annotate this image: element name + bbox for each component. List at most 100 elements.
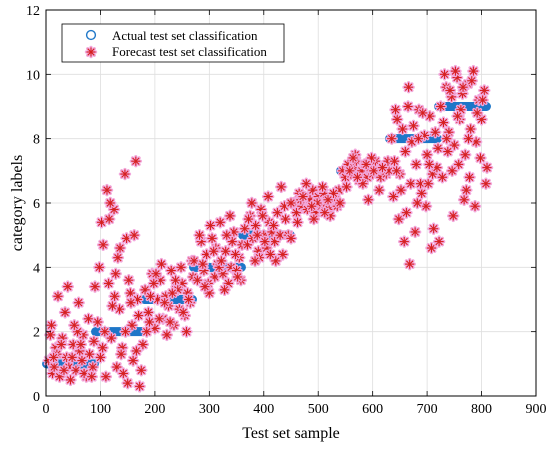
forecast-point <box>467 64 480 78</box>
forecast-point <box>434 100 447 113</box>
forecast-point <box>400 206 413 219</box>
forecast-point <box>307 212 321 226</box>
forecast-point <box>166 286 179 300</box>
forecast-point <box>102 277 115 290</box>
forecast-point <box>248 254 262 268</box>
forecast-point <box>100 183 114 197</box>
forecast-point <box>300 177 313 190</box>
forecast-point <box>402 80 415 94</box>
axis-ticks: 0 100 200 300 400 500 600 700 800 900 0 2 4 6 8 10 12 <box>26 4 547 417</box>
forecast-point <box>264 248 277 261</box>
forecast-point <box>479 177 493 190</box>
forecast-point <box>423 158 436 171</box>
forecast-point <box>305 200 318 213</box>
y-axis-title: category labels <box>9 155 26 251</box>
forecast-point <box>419 200 433 213</box>
forecast-point <box>411 196 424 210</box>
forecast-point <box>129 154 143 168</box>
legend-label-forecast: Forecast test set classification <box>112 44 267 59</box>
forecast-point <box>96 238 110 252</box>
forecast-point <box>96 341 109 354</box>
forecast-point <box>144 290 157 303</box>
forecast-point <box>351 171 364 184</box>
forecast-point <box>403 257 416 271</box>
y-tick-label: 12 <box>26 4 40 19</box>
forecast-point <box>219 245 232 258</box>
forecast-point <box>174 261 188 274</box>
forecast-point <box>340 180 353 194</box>
forecast-point <box>365 151 378 165</box>
forecast-point <box>98 325 112 338</box>
forecast-point <box>390 164 403 178</box>
forecast-point <box>258 235 272 248</box>
forecast-point <box>392 212 405 226</box>
forecast-point <box>415 187 428 200</box>
forecast-point <box>75 354 89 367</box>
x-tick-label: 600 <box>362 402 383 417</box>
legend-box <box>61 23 285 63</box>
forecast-point <box>180 325 193 338</box>
forecast-point <box>438 68 451 81</box>
x-tick-label: 500 <box>308 402 329 417</box>
forecast-point <box>389 103 402 116</box>
forecast-point <box>91 315 104 329</box>
forecast-point <box>114 347 128 361</box>
forecast-point <box>87 335 101 348</box>
forecast-point <box>374 171 388 184</box>
forecast-point <box>177 306 190 319</box>
forecast-point <box>422 177 435 190</box>
forecast-point <box>245 196 258 210</box>
legend-marker-forecast <box>84 45 98 59</box>
forecast-point <box>111 251 125 264</box>
forecast-series <box>42 64 494 393</box>
forecast-point <box>68 319 81 332</box>
forecast-point <box>436 171 449 184</box>
forecast-point <box>437 116 450 129</box>
forecast-point <box>279 212 292 226</box>
forecast-point <box>88 280 102 293</box>
legend-label-actual: Actual test set classification <box>112 28 258 43</box>
forecast-point <box>238 222 251 235</box>
x-axis-title: Test set sample <box>242 425 340 442</box>
forecast-point <box>72 296 85 309</box>
forecast-point <box>86 360 100 374</box>
forecast-point <box>427 222 440 235</box>
forecast-point <box>431 142 445 155</box>
forecast-point <box>359 158 373 171</box>
forecast-point <box>223 209 237 223</box>
forecast-point <box>130 344 143 358</box>
forecast-point <box>429 126 442 139</box>
forecast-point <box>440 132 453 145</box>
forecast-point <box>408 225 422 239</box>
forecast-point <box>208 270 221 284</box>
forecast-point <box>124 286 137 300</box>
forecast-point <box>251 228 264 242</box>
forecast-point <box>165 264 178 277</box>
forecast-point <box>457 193 471 206</box>
forecast-point <box>122 274 135 287</box>
forecast-point <box>261 190 275 203</box>
forecast-point <box>404 177 417 190</box>
x-tick-label: 0 <box>43 402 50 417</box>
forecast-point <box>99 370 113 383</box>
forecast-point <box>399 145 412 158</box>
y-tick-label: 2 <box>33 326 40 341</box>
forecast-point <box>376 161 389 174</box>
forecast-point <box>124 296 138 309</box>
forecast-point <box>65 351 79 364</box>
forecast-point <box>271 206 284 219</box>
forecast-point <box>343 164 356 178</box>
forecast-point <box>425 241 438 255</box>
forecast-point <box>140 325 153 338</box>
forecast-point <box>476 93 489 107</box>
forecast-point <box>468 200 482 213</box>
forecast-point <box>196 257 209 271</box>
forecast-point <box>135 364 148 377</box>
forecast-point <box>291 216 304 229</box>
forecast-point <box>143 315 156 329</box>
forecast-point <box>471 106 484 120</box>
legend: Actual test set classification Forecast … <box>61 23 285 63</box>
forecast-point <box>290 206 303 219</box>
forecast-point <box>74 338 88 351</box>
